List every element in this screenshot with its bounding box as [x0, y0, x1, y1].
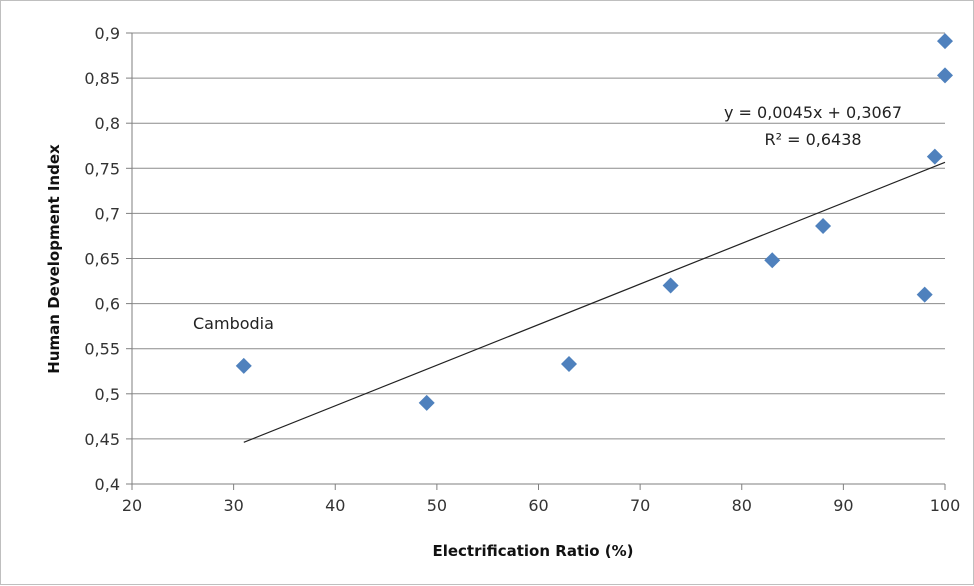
- y-tick-label: 0,4: [95, 475, 120, 494]
- trendline-group: [243, 161, 946, 443]
- x-tick-label: 60: [528, 496, 548, 515]
- y-tick-label: 0,65: [84, 250, 120, 269]
- x-tick-label: 40: [325, 496, 345, 515]
- data-point: [926, 148, 943, 165]
- trendline-r-squared: R² = 0,6438: [764, 130, 861, 149]
- y-tick-label: 0,7: [95, 204, 120, 223]
- y-tick-label: 0,55: [84, 340, 120, 359]
- y-tick-label: 0,75: [84, 159, 120, 178]
- y-tick-label: 0,5: [95, 385, 120, 404]
- trendline-equation: y = 0,0045x + 0,3067: [724, 103, 902, 122]
- trendline: [243, 161, 946, 443]
- data-point: [235, 357, 252, 374]
- x-tick-label: 70: [630, 496, 650, 515]
- y-axis-title: Human Development Index: [45, 144, 63, 374]
- data-point: [560, 356, 577, 373]
- y-tick-label: 0,6: [95, 295, 120, 314]
- data-point: [662, 277, 679, 294]
- x-tick-label: 80: [732, 496, 752, 515]
- axes: [126, 32, 946, 490]
- y-tick-label: 0,85: [84, 69, 120, 88]
- data-point: [916, 286, 933, 303]
- data-point: [937, 33, 953, 50]
- x-axis-title: Electrification Ratio (%): [432, 542, 633, 560]
- data-point: [815, 218, 832, 235]
- point-annotation-cambodia: Cambodia: [193, 314, 274, 333]
- grid-lines: [132, 32, 945, 440]
- y-tick-label: 0,8: [95, 114, 120, 133]
- data-points: [235, 33, 953, 411]
- x-tick-label: 20: [122, 496, 142, 515]
- x-tick-label: 50: [427, 496, 447, 515]
- data-point: [937, 67, 953, 84]
- data-point: [418, 394, 435, 411]
- x-tick-label: 30: [223, 496, 243, 515]
- x-tick-labels: 20 30 40 50 60 70 80 90 100: [122, 496, 960, 515]
- y-tick-labels: 0,4 0,45 0,5 0,55 0,6 0,65 0,7 0,75 0,8 0,85 0,9: [84, 24, 120, 494]
- x-tick-label: 90: [833, 496, 853, 515]
- data-point: [764, 252, 781, 269]
- y-tick-label: 0,9: [95, 24, 120, 43]
- y-tick-label: 0,45: [84, 430, 120, 449]
- x-tick-label: 100: [930, 496, 961, 515]
